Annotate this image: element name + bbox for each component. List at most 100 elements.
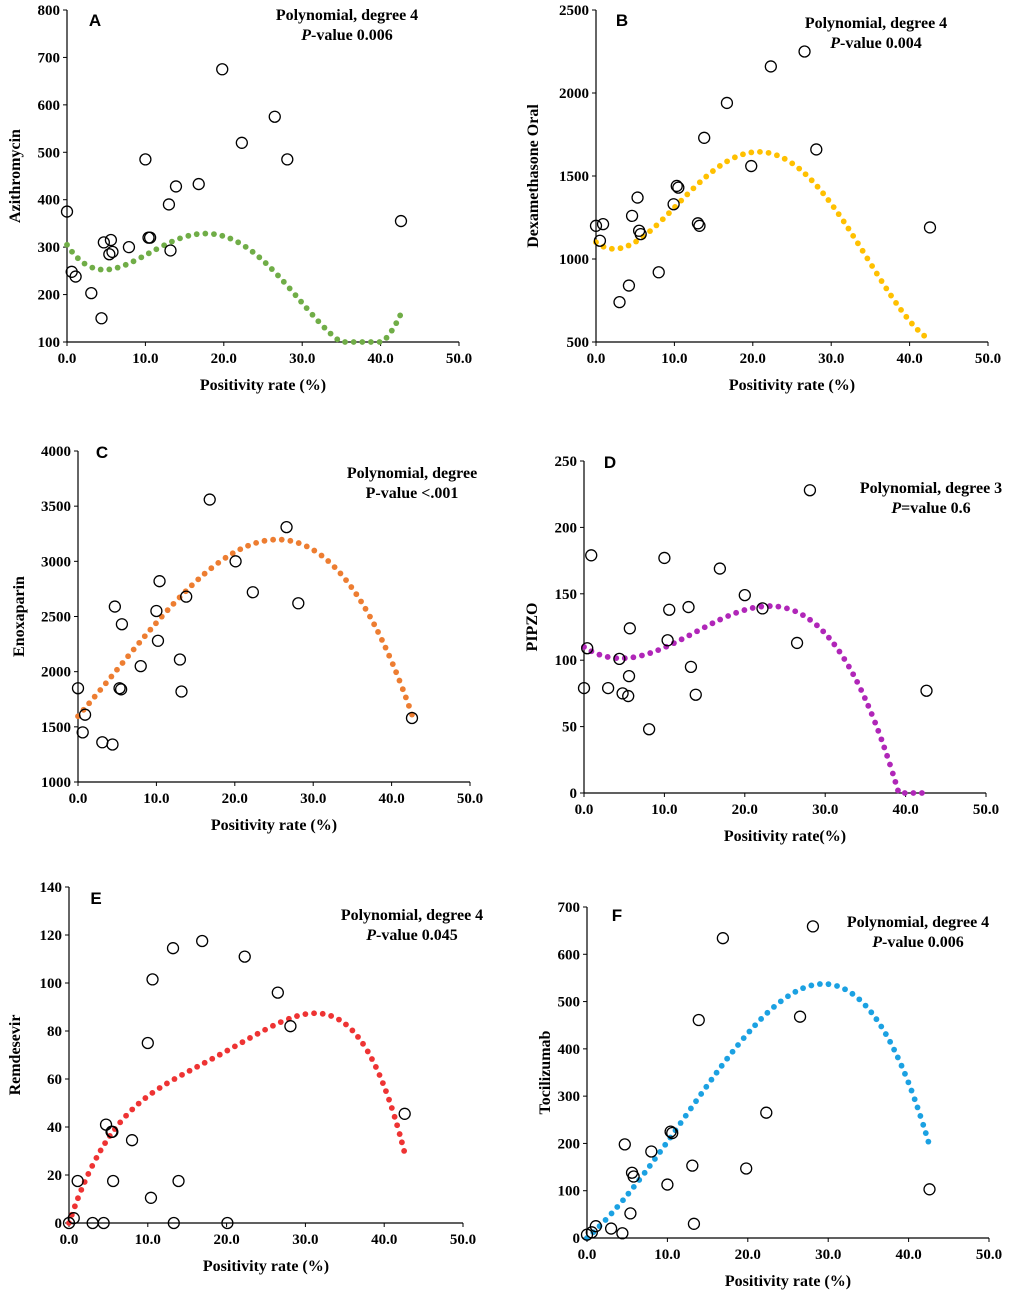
- data-point: [196, 934, 209, 948]
- trend-line: [66, 1010, 408, 1226]
- trend-dot: [903, 313, 910, 320]
- data-point: [106, 738, 119, 751]
- panel-letter: A: [89, 11, 101, 30]
- fit-annotation-line: Polynomial, degree 3: [860, 480, 1002, 497]
- trend-dot: [231, 1043, 238, 1050]
- trend-dot: [878, 278, 885, 284]
- data-point: [589, 1220, 602, 1233]
- y-tick-label: 2000: [41, 665, 71, 681]
- trend-dot: [209, 1055, 216, 1062]
- data-point: [658, 551, 671, 565]
- data-point: [664, 1125, 677, 1138]
- data-point: [689, 688, 702, 701]
- data-point: [216, 63, 229, 76]
- data-point: [104, 233, 118, 247]
- trend-dot: [71, 1203, 78, 1210]
- panel-letter: F: [612, 906, 622, 925]
- trend-dot: [292, 292, 299, 299]
- data-point: [622, 279, 636, 292]
- trend-dot: [647, 650, 654, 656]
- data-point: [593, 234, 607, 247]
- trend-dot: [153, 246, 160, 253]
- data-point: [60, 205, 74, 218]
- trend-dot: [684, 191, 691, 198]
- trend-dot: [117, 1119, 124, 1126]
- trend-dot: [608, 1210, 615, 1217]
- annotation-italic-prefix: P: [300, 27, 311, 44]
- annotation-text: Polynomial, degree: [347, 465, 477, 482]
- trend-line: [581, 603, 925, 796]
- data-point: [103, 248, 116, 261]
- data-point: [141, 1036, 154, 1050]
- data-point: [139, 153, 152, 166]
- data-point: [114, 683, 128, 696]
- trend-dot: [108, 673, 115, 680]
- trend-dot: [887, 1038, 894, 1045]
- x-tick-label: 40.0: [378, 791, 404, 807]
- trend-dot: [309, 311, 316, 318]
- trend-dot: [311, 1010, 317, 1017]
- trend-dot: [239, 1039, 246, 1046]
- trend-dot: [731, 154, 738, 161]
- trend-dot: [814, 622, 820, 629]
- y-tick-label: 20: [47, 1168, 62, 1184]
- data-point: [268, 110, 281, 123]
- trend-dot: [262, 260, 269, 266]
- trend-dot: [792, 988, 799, 995]
- trend-dot: [66, 1220, 72, 1226]
- fit-annotation-line: P=value 0.6: [890, 500, 970, 517]
- data-point: [175, 685, 188, 698]
- trend-dot: [270, 536, 277, 543]
- trend-dot: [703, 1083, 710, 1090]
- trend-dot: [820, 190, 827, 197]
- trend-dot: [659, 216, 666, 223]
- fit-annotation-line: P-value 0.045: [365, 927, 458, 944]
- data-point: [740, 1162, 753, 1175]
- trend-dot: [64, 241, 70, 248]
- y-tick-label: 50: [562, 720, 577, 736]
- trend-dot: [321, 324, 328, 331]
- y-tick-label: 100: [558, 1184, 581, 1200]
- trend-dot: [666, 210, 672, 217]
- y-tick-label: 300: [558, 1089, 581, 1105]
- trend-dot: [842, 986, 848, 993]
- trend-dot: [125, 653, 131, 660]
- x-tick-label: 50.0: [975, 351, 1001, 367]
- annotation-italic-prefix: P: [890, 500, 901, 517]
- data-point: [280, 520, 293, 534]
- data-point: [172, 1174, 185, 1188]
- data-point: [622, 689, 635, 703]
- data-point: [624, 1207, 637, 1220]
- trend-dot: [331, 564, 338, 571]
- trend-dot: [735, 1042, 741, 1048]
- data-point: [604, 1222, 618, 1235]
- y-tick-label: 120: [40, 928, 63, 944]
- trend-dot: [311, 547, 318, 554]
- annotation-italic-prefix: P: [871, 934, 882, 951]
- data-point: [686, 1159, 699, 1172]
- x-tick-label: 0.0: [578, 1247, 597, 1263]
- trend-dot: [375, 629, 381, 635]
- trend-dot: [353, 591, 360, 598]
- data-point: [151, 634, 165, 647]
- x-axis-title: Positivity rate(%): [724, 828, 846, 845]
- trend-dot: [114, 666, 120, 673]
- x-tick-label: 20.0: [213, 1232, 239, 1248]
- x-tick-label: 0.0: [587, 351, 606, 367]
- trend-dot: [758, 603, 765, 610]
- trend-dot: [708, 1076, 715, 1083]
- trend-dot: [746, 1028, 753, 1035]
- trend-dot: [393, 669, 400, 676]
- trend-dot: [215, 559, 222, 566]
- y-tick-label: 600: [558, 947, 581, 963]
- data-point: [169, 180, 183, 193]
- x-axis-title: Positivity rate (%): [211, 817, 337, 834]
- trend-dot: [861, 695, 868, 701]
- trend-dot: [878, 736, 885, 743]
- trend-dot: [834, 983, 840, 989]
- data-point: [577, 681, 591, 695]
- data-point: [803, 484, 817, 497]
- data-point: [134, 660, 147, 673]
- trend-dot: [749, 605, 756, 611]
